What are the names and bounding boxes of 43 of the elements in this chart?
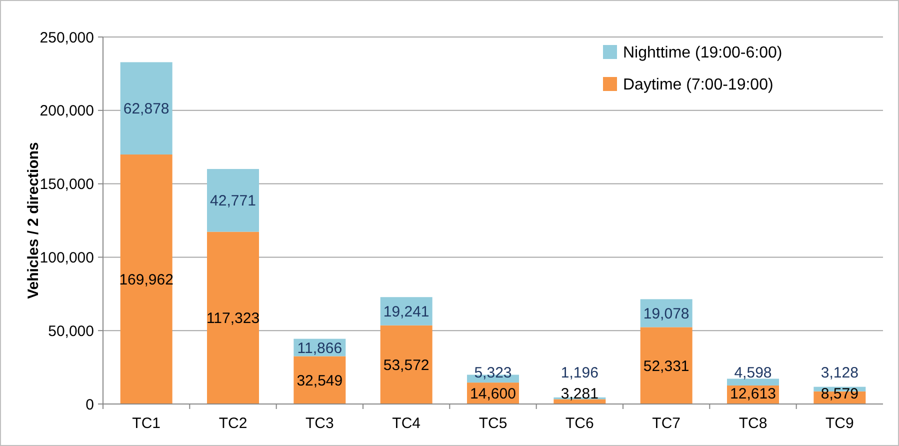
bar <box>207 232 259 404</box>
data-label: 117,323 <box>206 310 260 328</box>
bar <box>294 356 346 404</box>
data-label: 52,331 <box>643 358 690 375</box>
data-label: 62,878 <box>123 100 170 118</box>
y-tick-label: 50,000 <box>48 322 94 340</box>
x-tick-label: TC9 <box>825 415 854 432</box>
data-label: 14,600 <box>470 385 516 402</box>
data-label: 12,613 <box>730 385 776 402</box>
bar <box>380 325 432 404</box>
y-tick-label: 150,000 <box>40 176 94 194</box>
x-tick-label: TC6 <box>565 415 594 432</box>
bar <box>120 62 172 154</box>
x-tick-label: TC3 <box>305 415 334 432</box>
y-tick-label: 0 <box>86 396 94 414</box>
legend-label: Daytime (7:00-19:00) <box>623 76 774 94</box>
bar <box>554 399 606 404</box>
y-tick-label: 100,000 <box>40 249 94 266</box>
data-label: 53,572 <box>383 356 430 374</box>
bar <box>207 168 259 232</box>
x-tick-label: TC2 <box>218 415 248 432</box>
y-axis-title: Vehicles / 2 directions <box>25 142 42 299</box>
bar <box>640 327 692 404</box>
data-label: 3,128 <box>820 364 858 382</box>
data-label: 11,866 <box>297 340 342 357</box>
data-label: 42,771 <box>210 192 256 210</box>
x-tick-label: TC4 <box>392 415 421 432</box>
x-tick-label: TC8 <box>738 415 768 432</box>
legend-label: Nighttime (19:00-6:00) <box>623 44 782 62</box>
data-label: 32,549 <box>296 372 343 390</box>
data-label: 3,281 <box>560 385 598 402</box>
data-label: 19,078 <box>643 305 690 322</box>
x-tick-label: TC5 <box>478 415 508 432</box>
data-label: 5,323 <box>474 364 512 382</box>
x-tick-label: TC1 <box>132 415 161 432</box>
data-label: 1,196 <box>560 364 598 382</box>
y-tick-label: 250,000 <box>40 29 94 46</box>
data-label: 19,241 <box>383 303 430 320</box>
x-tick-label: TC7 <box>652 415 681 432</box>
bar <box>727 378 779 386</box>
data-label: 4,598 <box>734 364 772 382</box>
bar <box>120 154 172 404</box>
y-tick-label: 200,000 <box>40 102 94 120</box>
